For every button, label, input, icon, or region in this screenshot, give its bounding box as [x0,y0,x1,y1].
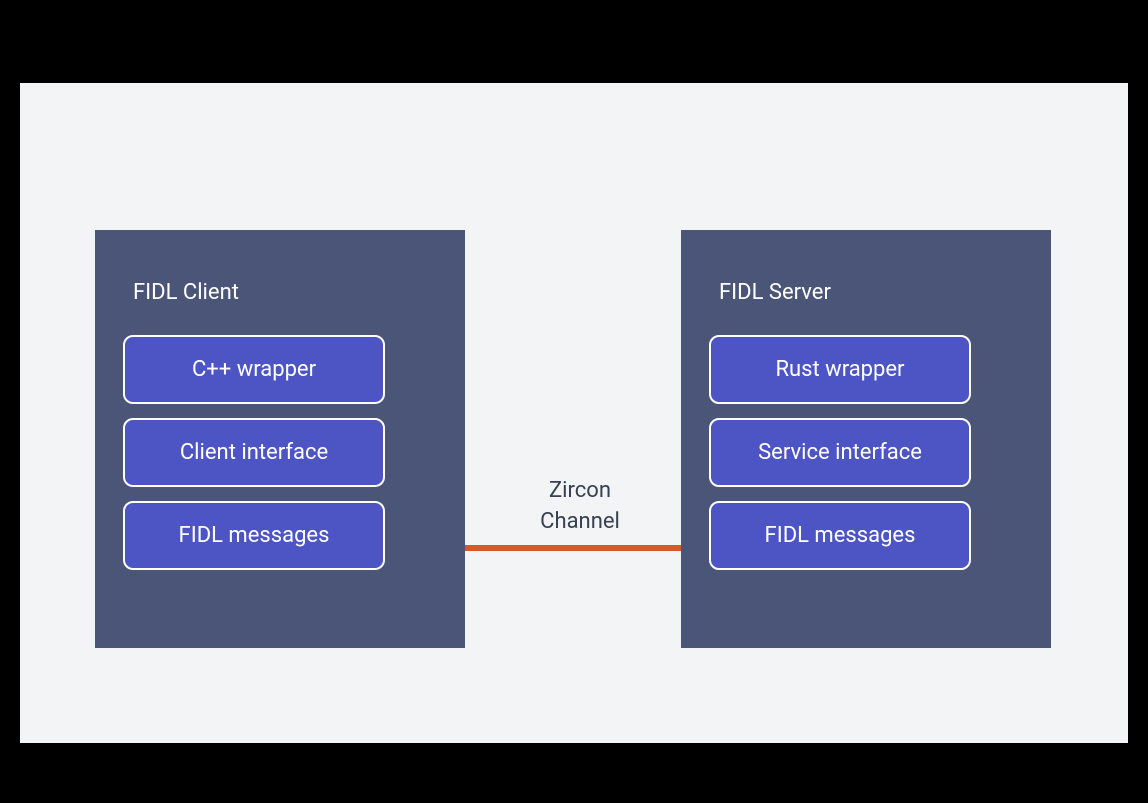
fidl-client-panel: FIDL Client C++ wrapper Client interface… [95,230,465,648]
server-chip-interface: Service interface [709,418,971,487]
channel-label-line2: Channel [540,509,620,534]
client-chip-interface: Client interface [123,418,385,487]
channel-label: Zircon Channel [530,476,630,538]
server-chip-messages: FIDL messages [709,501,971,570]
client-chip-messages: FIDL messages [123,501,385,570]
client-chip-wrapper: C++ wrapper [123,335,385,404]
client-panel-title: FIDL Client [133,280,437,305]
diagram-canvas: Zircon Channel FIDL Client C++ wrapper C… [20,83,1128,743]
channel-label-line1: Zircon [549,478,611,503]
server-panel-title: FIDL Server [719,280,1023,305]
server-chip-wrapper: Rust wrapper [709,335,971,404]
fidl-server-panel: FIDL Server Rust wrapper Service interfa… [681,230,1051,648]
